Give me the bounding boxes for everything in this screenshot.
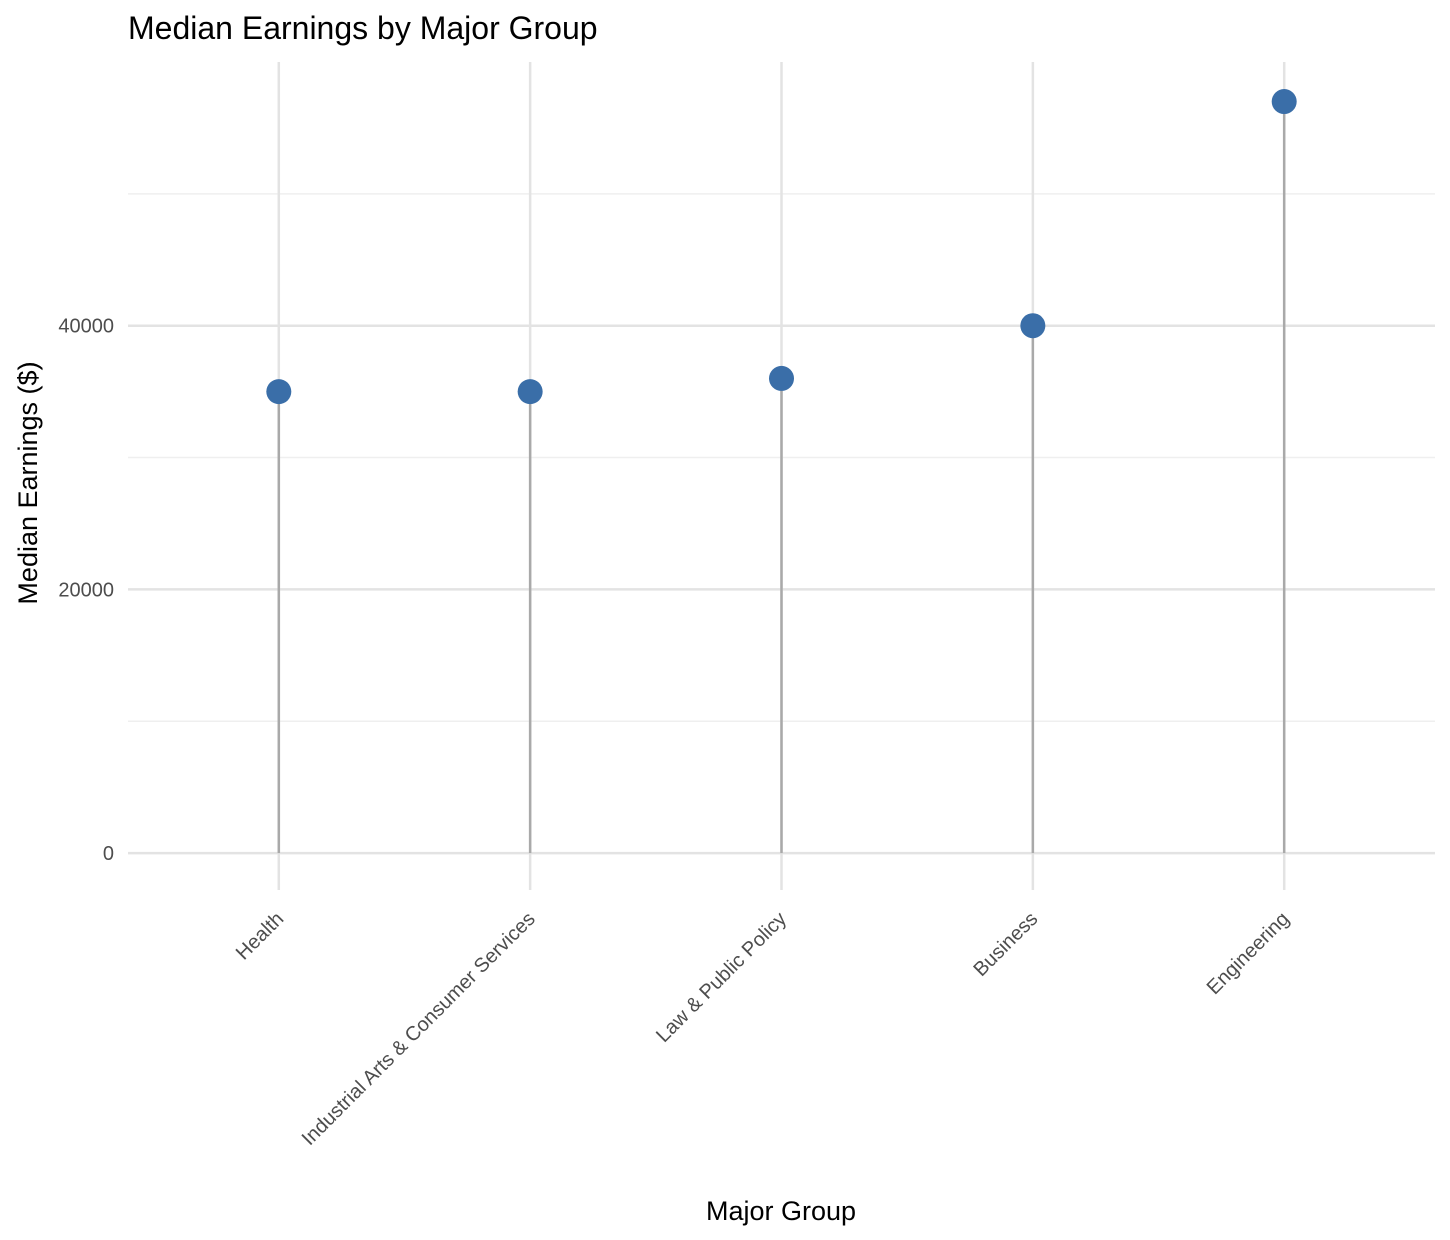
x-tick-label: Law & Public Policy <box>652 908 791 1047</box>
data-point <box>769 365 794 391</box>
x-tick-label: Industrial Arts & Consumer Services <box>298 908 540 1150</box>
x-tick-label: Health <box>232 908 288 964</box>
data-point <box>1271 89 1297 115</box>
x-tick-label: Engineering <box>1203 908 1294 999</box>
y-tick-label: 0 <box>103 843 114 865</box>
x-axis-title: Major Group <box>706 1196 856 1226</box>
lollipop-stems <box>277 101 1286 854</box>
x-tick-label: Business <box>969 908 1042 981</box>
data-point <box>517 379 543 405</box>
y-tick-label: 40000 <box>58 316 114 338</box>
x-axis-ticks: Health Industrial Arts & Consumer Service… <box>232 908 1294 1150</box>
y-axis-ticks: 0 20000 40000 <box>58 316 114 865</box>
chart-title: Median Earnings by Major Group <box>128 10 598 46</box>
y-tick-label: 20000 <box>58 579 114 601</box>
data-point <box>266 379 292 405</box>
data-point <box>1020 313 1046 339</box>
lollipop-points <box>266 89 1297 405</box>
y-axis-title: Median Earnings ($) <box>13 361 43 604</box>
